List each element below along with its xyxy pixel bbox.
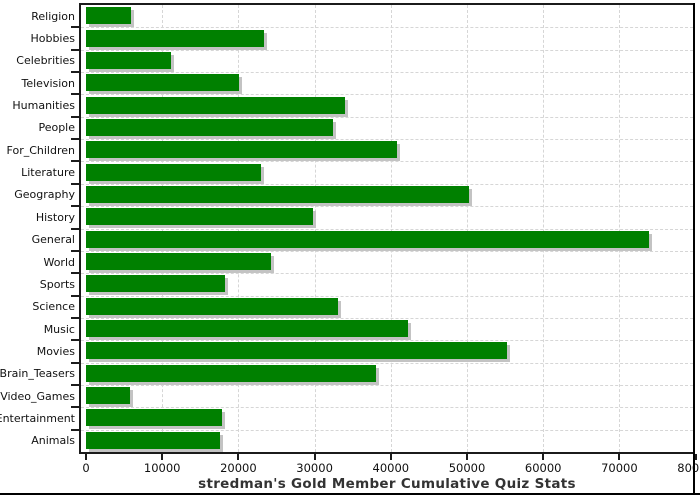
gridline-h [81, 27, 693, 29]
x-tick-label: 0 [82, 461, 90, 475]
bar [86, 275, 225, 293]
y-tick [71, 316, 79, 319]
bar [86, 163, 261, 181]
bar [86, 185, 469, 203]
category-label: People [38, 121, 75, 135]
y-tick [71, 138, 79, 141]
category-label: Brain_Teasers [0, 367, 75, 381]
bar [86, 141, 397, 159]
category-label: Hobbies [30, 32, 75, 46]
bottom-border-line [0, 493, 700, 495]
category-label: For_Children [6, 143, 75, 157]
x-tick [313, 454, 316, 460]
gridline-h [81, 384, 693, 386]
x-tick-label: 70000 [601, 461, 638, 475]
y-tick [71, 115, 79, 118]
x-tick [389, 454, 392, 460]
category-label: Humanities [12, 99, 75, 113]
x-tick [694, 454, 697, 460]
bar [86, 297, 338, 315]
gridline-h [81, 295, 693, 297]
gridline-h [81, 116, 693, 118]
category-label: Video_Games [0, 389, 75, 403]
gridline-h [81, 72, 693, 74]
category-label: Entertainment [0, 411, 75, 425]
gridline-h [81, 139, 693, 141]
x-tick [618, 454, 621, 460]
y-tick [71, 71, 79, 74]
y-tick [71, 339, 79, 342]
category-label: Literature [21, 166, 75, 180]
bar [86, 342, 507, 360]
bar [86, 96, 345, 114]
category-label: Movies [36, 344, 75, 358]
x-tick [237, 454, 240, 460]
y-tick [71, 272, 79, 275]
category-label: Music [43, 322, 75, 336]
bar [86, 230, 649, 248]
bar [86, 208, 313, 226]
y-tick [71, 182, 79, 185]
y-tick [71, 205, 79, 208]
bar [86, 320, 408, 338]
category-label: Animals [31, 434, 75, 448]
category-label: History [35, 210, 75, 224]
category-label: Television [21, 76, 76, 90]
gridline-h [81, 407, 693, 409]
gridline-h [81, 273, 693, 275]
category-label: General [31, 233, 75, 247]
gridline-h [81, 49, 693, 51]
x-tick-label: 20000 [220, 461, 257, 475]
y-tick [71, 26, 79, 29]
y-tick [71, 383, 79, 386]
bar [86, 29, 264, 47]
x-tick [161, 454, 164, 460]
x-tick-label: 40000 [372, 461, 410, 475]
gridline-h [81, 429, 693, 431]
x-tick [542, 454, 545, 460]
x-tick-label: 60000 [524, 461, 562, 475]
category-label: Sports [39, 277, 75, 291]
y-tick [71, 428, 79, 431]
x-tick-label: 30000 [296, 461, 333, 475]
y-tick [71, 406, 79, 409]
x-tick [85, 454, 87, 460]
category-label: Geography [14, 188, 75, 202]
bar [86, 74, 239, 92]
y-tick [71, 294, 79, 297]
category-label: Celebrities [16, 54, 75, 68]
x-tick-label: 50000 [448, 461, 486, 475]
gridline-h [81, 228, 693, 230]
right-border-line [693, 3, 695, 495]
bar [86, 364, 376, 382]
gridline-h [81, 94, 693, 96]
bar [86, 253, 271, 271]
bar [86, 7, 131, 25]
y-tick [71, 227, 79, 230]
category-label: Science [32, 300, 75, 314]
x-tick [466, 454, 468, 460]
y-tick [71, 93, 79, 96]
gridline-h [81, 206, 693, 208]
gridline-h [81, 340, 693, 342]
chart-title: stredman's Gold Member Cumulative Quiz S… [198, 476, 576, 492]
y-tick [71, 48, 79, 51]
y-tick [71, 361, 79, 364]
category-label: Religion [31, 9, 75, 23]
y-tick [71, 249, 79, 252]
gridline-h [81, 250, 693, 252]
x-tick-label: 10000 [143, 461, 181, 475]
gridline-h [81, 362, 693, 364]
y-tick [71, 160, 79, 163]
bar [86, 409, 222, 427]
gridline-h [81, 161, 693, 163]
bar [86, 51, 171, 69]
category-label: World [43, 255, 75, 269]
gridline-h [81, 317, 693, 319]
bar [86, 431, 220, 449]
bar [86, 118, 333, 136]
gridline-h [81, 183, 693, 185]
bar [86, 387, 130, 405]
